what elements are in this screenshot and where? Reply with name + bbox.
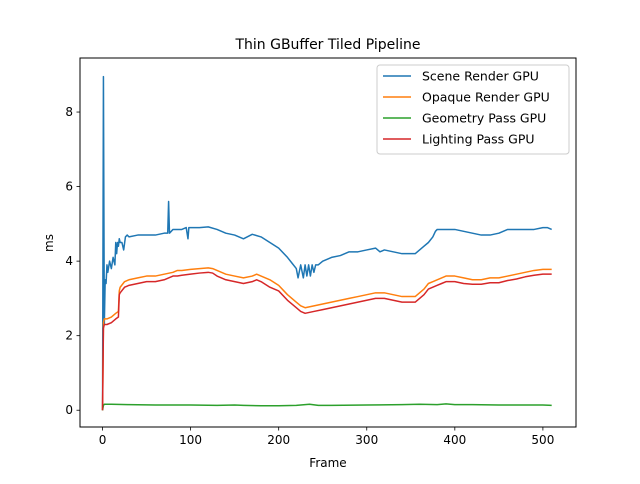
legend-box xyxy=(376,64,570,155)
plot-lines xyxy=(101,75,552,411)
y-tick-label: 6 xyxy=(65,180,73,194)
x-axis-label: Frame xyxy=(309,456,346,470)
legend-label-1: Opaque Render GPU xyxy=(422,90,550,105)
series-line-0 xyxy=(101,75,552,411)
series-line-2 xyxy=(101,403,552,411)
x-tick-label: 100 xyxy=(179,433,202,447)
legend: Scene Render GPU Opaque Render GPU Geometr… xyxy=(376,64,570,155)
series-line-1 xyxy=(101,267,552,411)
x-tick-label: 400 xyxy=(443,433,466,447)
axes-frame xyxy=(79,57,577,428)
y-axis-ticks: 0 2 4 6 8 xyxy=(65,105,80,417)
y-axis-label: ms xyxy=(42,234,56,252)
legend-label-3: Lighting Pass GPU xyxy=(422,132,535,147)
series-line-3 xyxy=(101,271,552,411)
legend-entries: Scene Render GPU Opaque Render GPU Geometr… xyxy=(383,69,550,147)
legend-label-2: Geometry Pass GPU xyxy=(422,111,546,126)
chart-title: Thin GBuffer Tiled Pipeline xyxy=(234,37,420,53)
y-tick-label: 4 xyxy=(65,254,73,268)
y-tick-label: 0 xyxy=(65,403,73,417)
x-tick-label: 0 xyxy=(99,433,107,447)
legend-label-0: Scene Render GPU xyxy=(422,69,539,84)
x-tick-label: 500 xyxy=(531,433,554,447)
y-tick-label: 8 xyxy=(65,105,73,119)
x-tick-label: 300 xyxy=(355,433,378,447)
x-axis-ticks: 0 100 200 300 400 500 xyxy=(99,427,554,447)
x-tick-label: 200 xyxy=(267,433,290,447)
y-tick-label: 2 xyxy=(65,329,73,343)
